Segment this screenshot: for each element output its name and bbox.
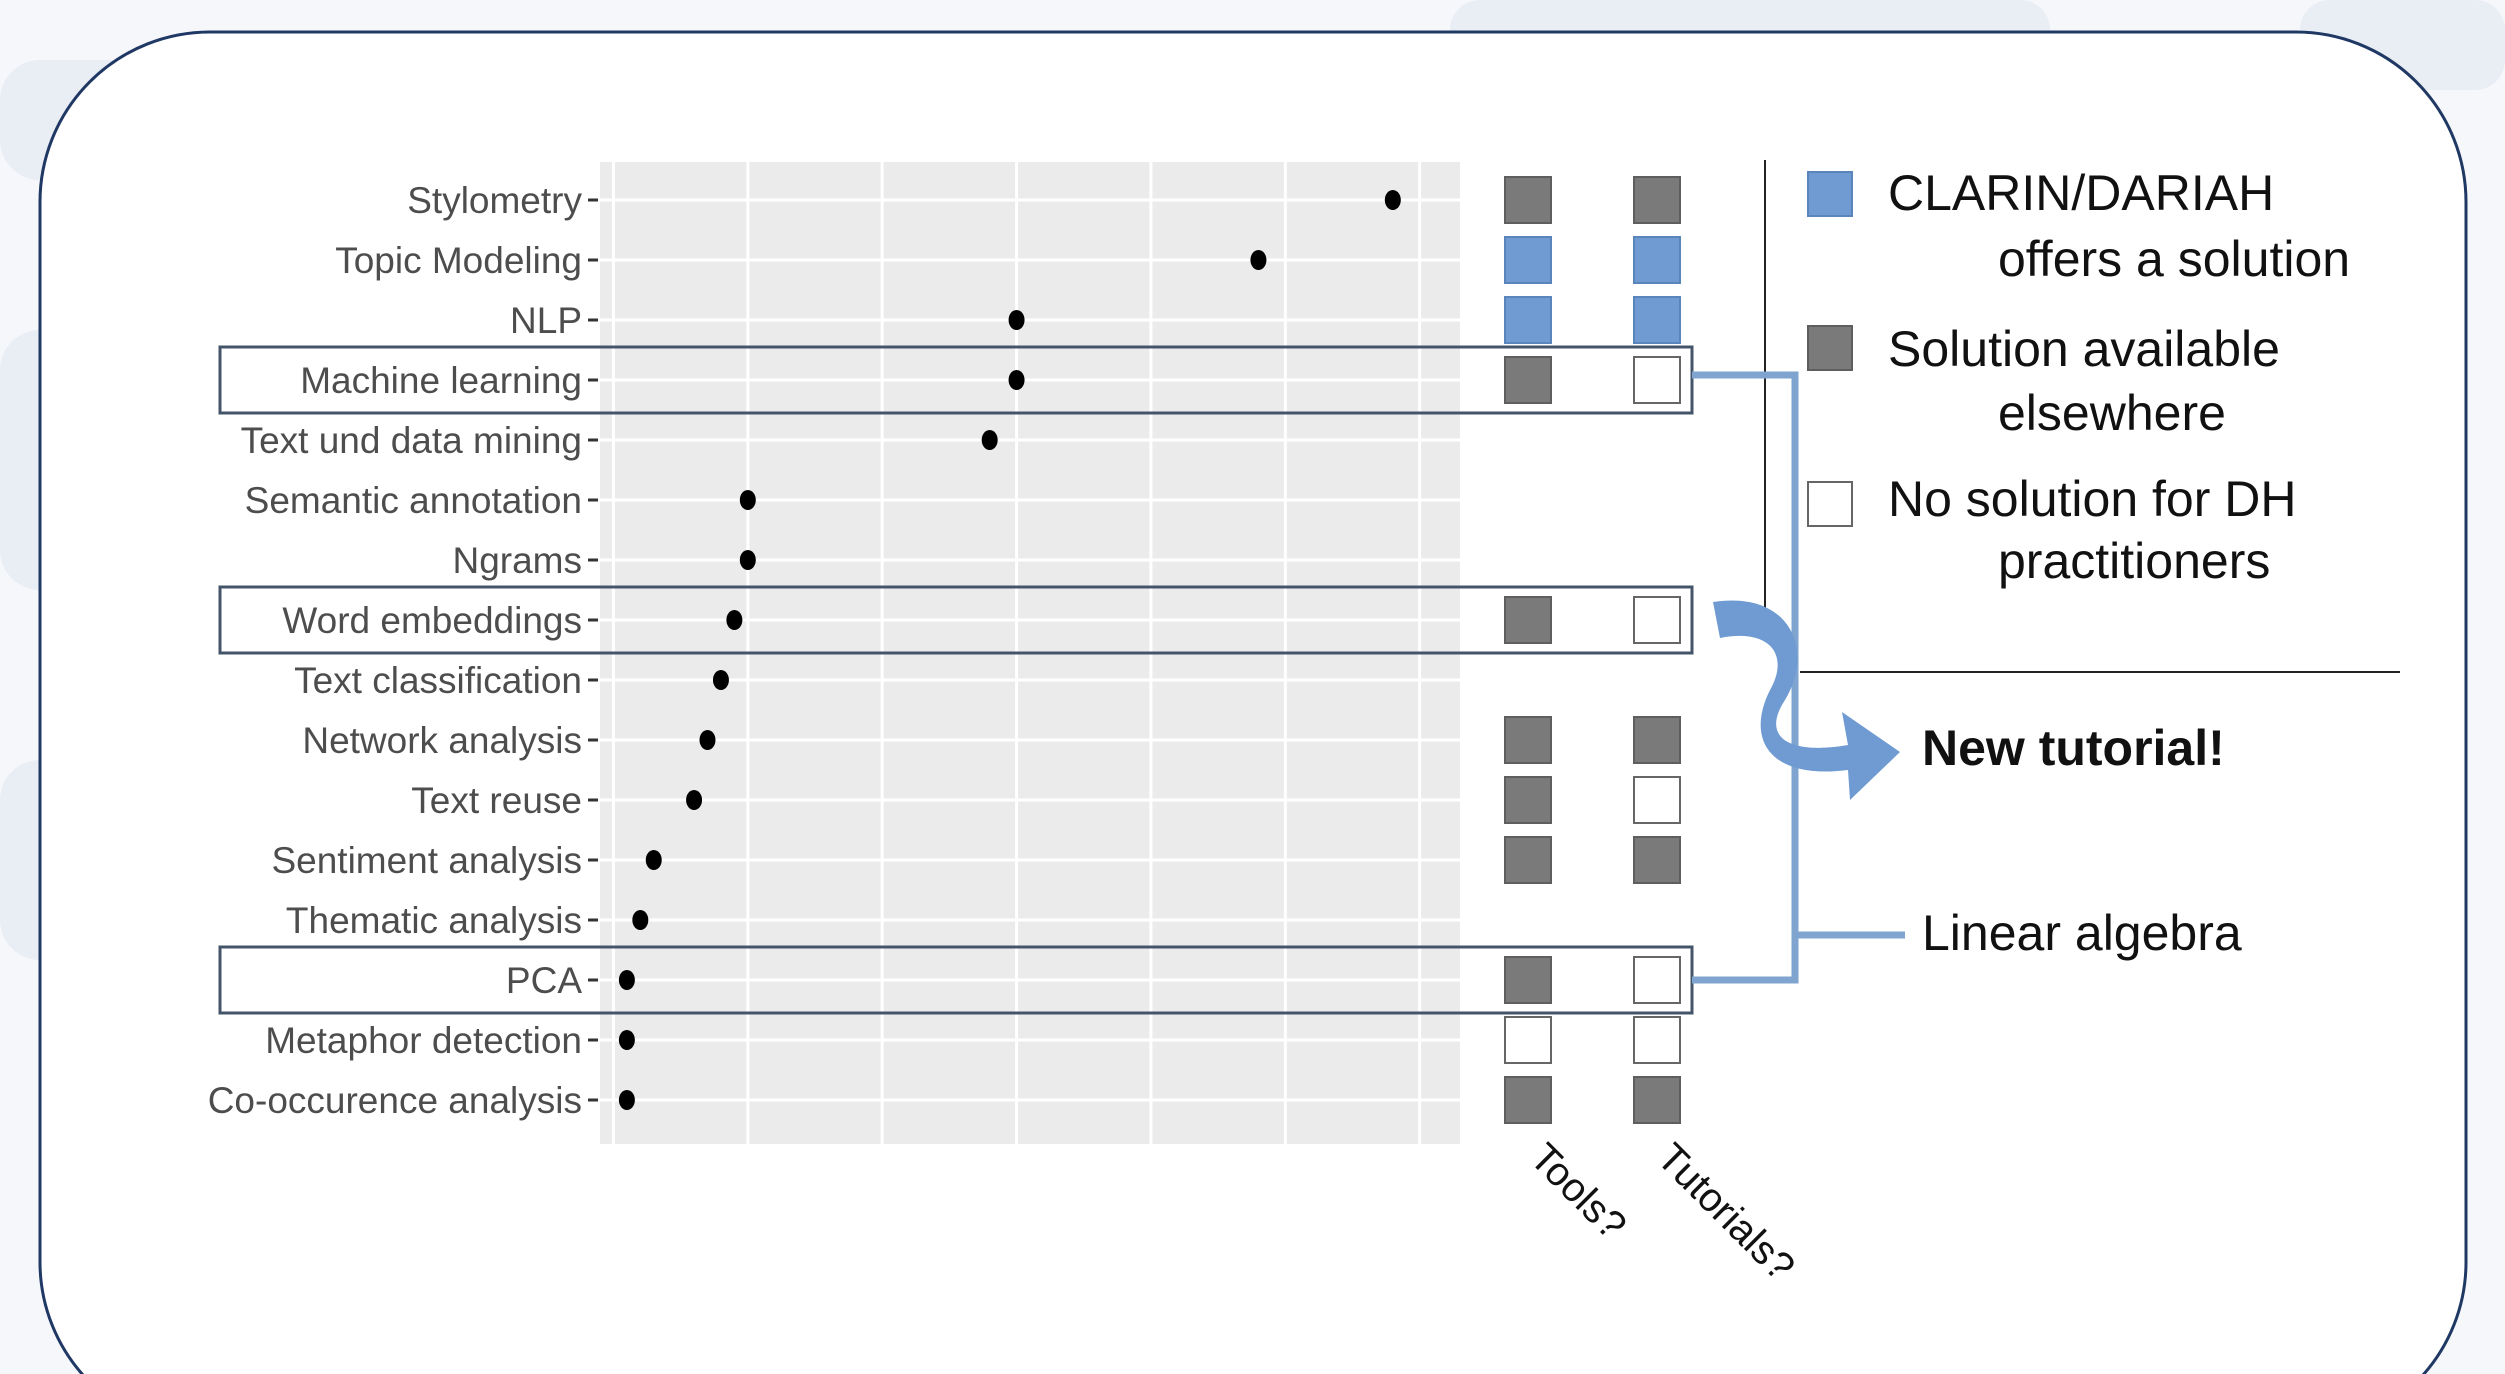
category-axis: Stylometry Topic Modeling NLP Machine learn…: [208, 180, 598, 1121]
data-point: [739, 490, 756, 510]
data-point: [632, 910, 649, 930]
data-point: [686, 790, 703, 810]
data-point: [618, 970, 635, 990]
legend-swatch-elsewhere: [1807, 325, 1853, 371]
category-label: Topic Modeling: [335, 240, 582, 281]
legend-label-none: No solution for DH: [1888, 471, 2297, 527]
square-tutorials-none: [1633, 1016, 1681, 1064]
data-point: [726, 610, 743, 630]
data-point: [618, 1030, 635, 1050]
data-point: [712, 670, 729, 690]
linear-algebra-annotation: Linear algebra: [1922, 905, 2242, 961]
category-label: Thematic analysis: [286, 900, 582, 941]
category-label: Text und data mining: [241, 420, 582, 461]
data-point: [645, 850, 662, 870]
category-label: Semantic annotation: [245, 480, 582, 521]
legend-sublabel-elsewhere: elsewhere: [1998, 385, 2226, 441]
legend-swatch-clarin: [1807, 171, 1853, 217]
square-tools-clarin: [1504, 236, 1552, 284]
data-point: [981, 430, 998, 450]
square-tutorials-clarin: [1633, 236, 1681, 284]
category-label: Text classification: [294, 660, 582, 701]
category-label: Word embeddings: [282, 600, 582, 641]
availability-squares: [1504, 176, 1681, 1124]
category-label: Machine learning: [300, 360, 582, 401]
square-tools-elsewhere: [1504, 176, 1552, 224]
square-tools-elsewhere: [1504, 836, 1552, 884]
category-label: Text reuse: [411, 780, 582, 821]
square-tutorials-none: [1633, 356, 1681, 404]
category-label: Co-occurence analysis: [208, 1080, 582, 1121]
square-tutorials-elsewhere: [1633, 716, 1681, 764]
data-point: [618, 1090, 635, 1110]
data-point: [739, 550, 756, 570]
square-tutorials-elsewhere: [1633, 836, 1681, 884]
data-point: [1008, 370, 1025, 390]
connector-lines: [1692, 371, 1905, 984]
category-label: Stylometry: [407, 180, 582, 221]
category-label: Ngrams: [452, 540, 582, 581]
square-tools-none: [1504, 1016, 1552, 1064]
category-label: Metaphor detection: [265, 1020, 582, 1061]
square-tutorials-clarin: [1633, 296, 1681, 344]
square-tutorials-none: [1633, 776, 1681, 824]
data-point: [1384, 190, 1401, 210]
data-point: [699, 730, 716, 750]
data-point: [1250, 250, 1267, 270]
legend-sublabel-none: practitioners: [1998, 533, 2270, 589]
highlight-box: [218, 345, 1694, 415]
category-label: Sentiment analysis: [271, 840, 582, 881]
category-label: Network analysis: [302, 720, 582, 761]
square-tools-elsewhere: [1504, 776, 1552, 824]
legend-swatch-none: [1807, 481, 1853, 527]
square-tools-elsewhere: [1504, 1076, 1552, 1124]
square-tutorials-none: [1633, 596, 1681, 644]
category-label: NLP: [510, 300, 582, 341]
square-tools-elsewhere: [1504, 596, 1552, 644]
legend: CLARIN/DARIAH offers a solution Solution…: [1807, 165, 2350, 589]
new-tutorial-annotation: New tutorial!: [1922, 720, 2225, 776]
legend-label-elsewhere: Solution available: [1888, 321, 2280, 377]
square-tutorials-elsewhere: [1633, 1076, 1681, 1124]
square-tutorials-none: [1633, 956, 1681, 1004]
square-tools-elsewhere: [1504, 716, 1552, 764]
square-tools-clarin: [1504, 296, 1552, 344]
square-tools-elsewhere: [1504, 356, 1552, 404]
category-label: PCA: [506, 960, 582, 1001]
legend-label-clarin: CLARIN/DARIAH: [1888, 165, 2274, 221]
data-points: [618, 190, 1401, 1110]
square-tools-elsewhere: [1504, 956, 1552, 1004]
legend-sublabel-clarin: offers a solution: [1998, 231, 2350, 287]
new-tutorial-arrow: [1713, 600, 1900, 800]
data-point: [1008, 310, 1025, 330]
square-tutorials-elsewhere: [1633, 176, 1681, 224]
highlight-box: [218, 585, 1694, 655]
